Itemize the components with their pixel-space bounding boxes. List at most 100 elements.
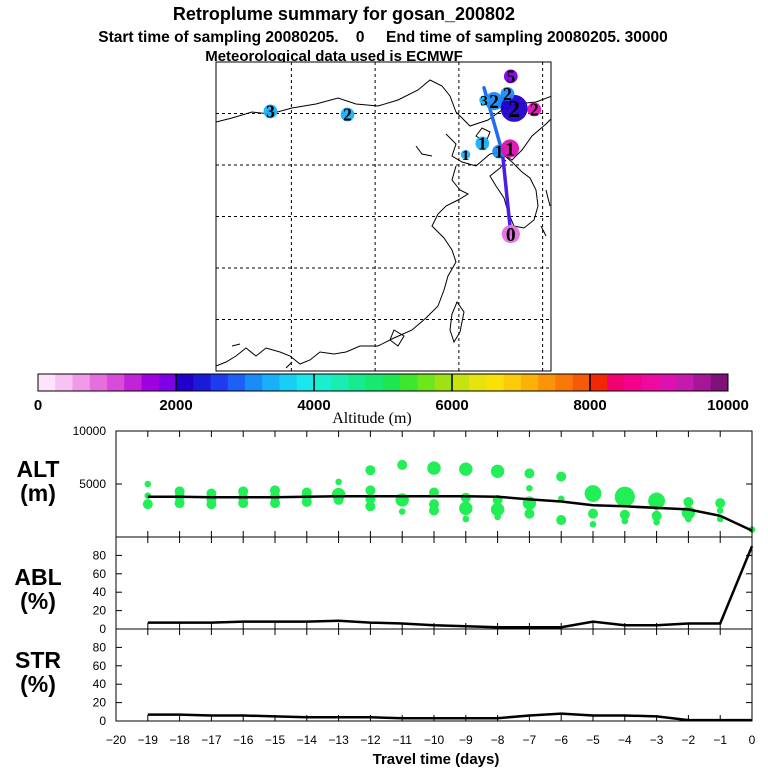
plume-marker-6 — [484, 92, 504, 111]
alt-cluster-53 — [648, 492, 665, 510]
colorbar-frame — [37, 373, 729, 392]
alt-cluster-18 — [335, 478, 342, 486]
colorbar-cell-2 — [72, 374, 91, 391]
x-tick-label-10: −10 — [424, 733, 445, 747]
alt-cluster-46 — [556, 515, 567, 526]
alt-cluster-2 — [142, 499, 153, 510]
plume-marker-13 — [503, 69, 518, 84]
alt-cluster-44 — [556, 471, 567, 482]
alt-cluster-61 — [716, 507, 724, 514]
alt-plume-clusters — [142, 459, 756, 533]
abl-panel-label: ABL — [14, 564, 61, 590]
alt-cluster-28 — [427, 461, 441, 475]
colorbar-cell-11 — [227, 374, 246, 391]
alt-cluster-34 — [459, 501, 473, 516]
colorbar-cell-30 — [555, 374, 574, 391]
colorbar-cell-19 — [365, 374, 384, 391]
colorbar-cell-17 — [331, 374, 349, 391]
colorbar-ticks: 0 2000 4000 6000 8000 10000 — [34, 374, 749, 414]
plume-markers: 01111222222335 — [263, 67, 542, 246]
plume-marker-10 — [340, 107, 355, 122]
x-tick-label-14: −6 — [554, 733, 568, 747]
colorbar-cell-39 — [710, 374, 729, 391]
str-panel-unit: (%) — [20, 671, 56, 697]
abl-ytick-label-3: 60 — [93, 567, 107, 581]
abl-ytick-label-2: 40 — [93, 585, 107, 599]
alt-cluster-32 — [459, 462, 473, 476]
x-tick-label-0: −20 — [106, 733, 127, 747]
plume-marker-label-9: 2 — [503, 84, 512, 104]
alt-cluster-51 — [619, 509, 630, 520]
plume-marker-label-13: 5 — [506, 67, 515, 87]
altitude-colorbar: 0 2000 4000 6000 8000 10000 Altitude (m) — [34, 373, 749, 427]
str-ytick-label-0: 0 — [99, 714, 106, 728]
x-tick-label-3: −17 — [201, 733, 222, 747]
trajectory-segment-1 — [500, 150, 513, 236]
x-tick-label-4: −16 — [233, 733, 254, 747]
x-tick-label-20: 0 — [749, 733, 756, 747]
str-ytick-label-1: 20 — [93, 696, 107, 710]
alt-cluster-49 — [589, 520, 597, 528]
colorbar-cell-3 — [89, 374, 108, 391]
alt-cluster-22 — [365, 485, 376, 496]
alt-cluster-14 — [270, 498, 280, 509]
alt-cluster-31 — [429, 505, 439, 516]
alt-cluster-21 — [365, 465, 376, 476]
str-frame — [115, 628, 753, 722]
colorbar-cell-31 — [572, 374, 591, 391]
str-ytick-label-3: 60 — [93, 659, 107, 673]
plume-marker-9 — [500, 87, 515, 101]
x-tick-label-11: −9 — [459, 733, 473, 747]
str-panel-label: STR — [15, 647, 61, 673]
alt-cluster-24 — [365, 501, 376, 512]
alt-cluster-38 — [490, 502, 505, 517]
colorbar-cell-37 — [676, 374, 694, 391]
alt-cluster-59 — [685, 515, 692, 523]
alt-cluster-48 — [588, 508, 598, 519]
plume-marker-12 — [263, 104, 278, 119]
colorbar-cell-22 — [417, 374, 436, 391]
x-tick-label-1: −19 — [138, 733, 159, 747]
colorbar-cell-12 — [245, 374, 263, 391]
x-tick-label-19: −1 — [713, 733, 727, 747]
x-tick-label-15: −5 — [586, 733, 600, 747]
colorbar-cell-0 — [38, 374, 56, 391]
colorbar-cell-18 — [348, 374, 367, 391]
alt-cluster-57 — [683, 497, 694, 508]
plume-marker-8 — [527, 102, 542, 117]
plume-marker-7 — [500, 94, 528, 122]
colorbar-cell-32 — [590, 374, 608, 391]
plume-marker-4 — [460, 150, 471, 160]
alt-cluster-27 — [398, 508, 406, 515]
colorbar-cell-7 — [158, 374, 177, 391]
str-ytick-label-4: 80 — [93, 640, 107, 654]
colorbar-tick-4: 8000 — [573, 397, 606, 414]
str-panel: STR (%) 0 20 40 60 80 — [15, 628, 753, 728]
colorbar-cell-5 — [124, 374, 142, 391]
x-tick-label-18: −2 — [682, 733, 696, 747]
alt-cluster-17 — [301, 497, 312, 508]
plume-marker-label-3: 1 — [478, 133, 487, 153]
x-tick-label-2: −18 — [169, 733, 190, 747]
plume-marker-label-10: 2 — [343, 105, 352, 125]
plume-marker-label-7: 2 — [508, 97, 520, 123]
alt-cluster-36 — [490, 464, 505, 478]
x-tick-label-17: −3 — [650, 733, 664, 747]
alt-cluster-25 — [397, 459, 408, 470]
colorbar-tick-2: 4000 — [297, 397, 330, 414]
alt-panel-label: ALT — [16, 456, 59, 482]
alt-ytick-label-1: 10000 — [73, 424, 107, 438]
colorbar-cell-35 — [641, 374, 660, 391]
alt-panel: ALT (m) 5000 10000 — [16, 424, 756, 538]
colorbar-cell-8 — [176, 374, 194, 391]
alt-cluster-40 — [524, 468, 535, 479]
alt-cluster-43 — [524, 508, 535, 519]
colorbar-cell-27 — [503, 374, 522, 391]
colorbar-cell-28 — [521, 374, 539, 391]
alt-mean-line — [147, 494, 753, 532]
colorbar-cell-15 — [296, 374, 315, 391]
plume-marker-label-4: 1 — [462, 147, 470, 164]
met-data-line: Meteorological data used is ECMWF — [205, 48, 463, 65]
abl-panel-unit: (%) — [20, 588, 56, 614]
colorbar-cell-24 — [452, 374, 470, 391]
